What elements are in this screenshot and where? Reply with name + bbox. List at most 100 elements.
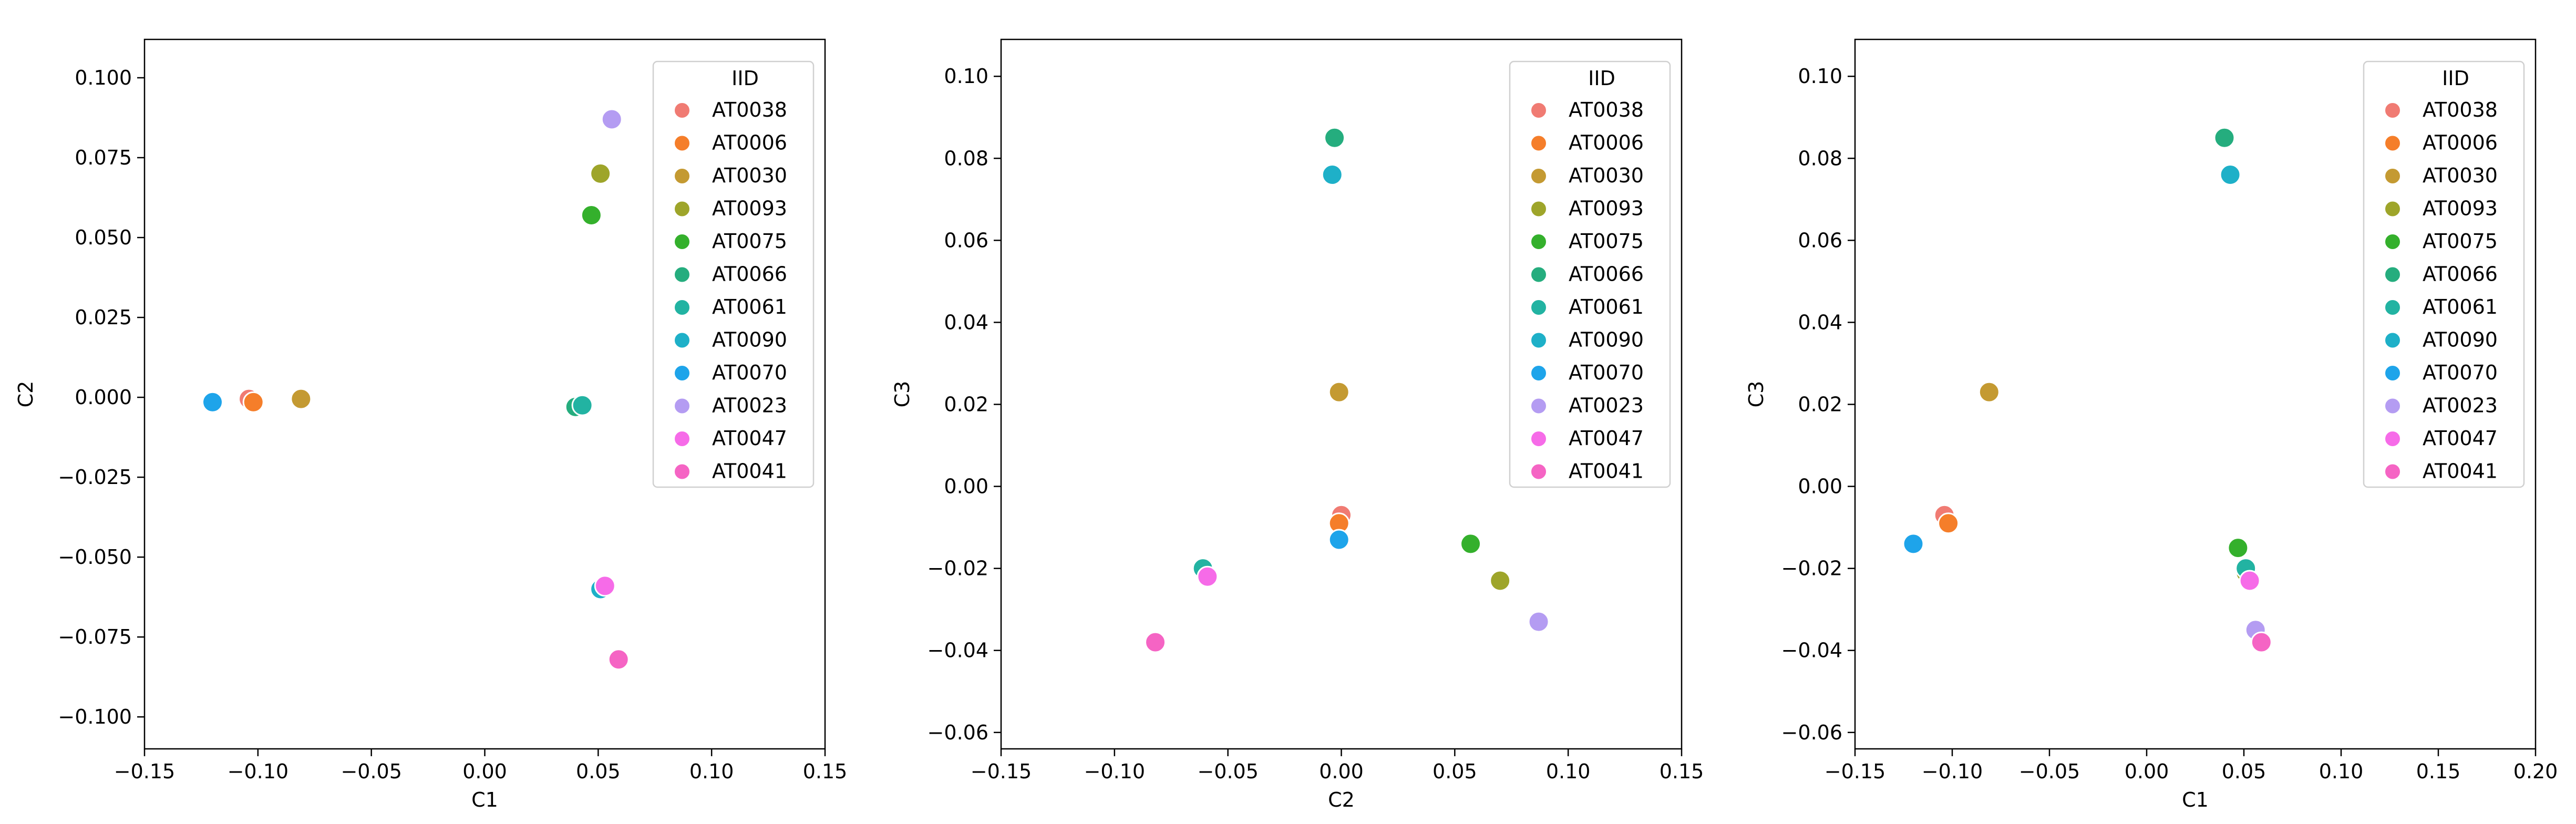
legend-label-at0093: AT0093 bbox=[712, 197, 787, 220]
y-tick-label: 0.02 bbox=[944, 393, 988, 416]
y-tick-label: 0.000 bbox=[75, 386, 132, 409]
legend-title: IID bbox=[731, 67, 759, 90]
legend-marker-at0006 bbox=[674, 135, 691, 152]
legend-label-at0093: AT0093 bbox=[1569, 197, 1644, 220]
y-tick-label: 0.00 bbox=[944, 475, 988, 498]
legend-label-at0061: AT0061 bbox=[712, 295, 787, 318]
y-tick-label: 0.10 bbox=[1798, 65, 1842, 88]
legend-marker-at0075 bbox=[2384, 233, 2401, 250]
legend-label-at0038: AT0038 bbox=[712, 98, 787, 121]
y-tick-label: −0.04 bbox=[928, 639, 988, 662]
y-tick-label: −0.02 bbox=[928, 557, 988, 580]
legend-label-at0023: AT0023 bbox=[1569, 394, 1644, 417]
legend-label-at0075: AT0075 bbox=[1569, 230, 1644, 253]
legend-marker-at0030 bbox=[2384, 168, 2401, 184]
legend-label-at0006: AT0006 bbox=[1569, 131, 1644, 154]
point-at0066 bbox=[1324, 127, 1346, 149]
legend-label-at0066: AT0066 bbox=[2423, 263, 2498, 286]
legend-marker-at0041 bbox=[674, 463, 691, 480]
legend-title: IID bbox=[2442, 67, 2469, 90]
legend-label-at0023: AT0023 bbox=[712, 394, 787, 417]
y-tick-label: 0.06 bbox=[944, 229, 988, 252]
subplot-3: −0.15 −0.10 −0.05 0.00 0.05 0.10 0.15 0.20 −0.06… bbox=[1745, 38, 2558, 811]
legend-label-at0006: AT0006 bbox=[2423, 131, 2498, 154]
point-at0023 bbox=[1528, 611, 1550, 633]
legend-box bbox=[2363, 60, 2525, 488]
legend-label-at0090: AT0090 bbox=[2423, 328, 2498, 352]
x-tick-label: 0.05 bbox=[576, 760, 621, 783]
y-tick-label: −0.100 bbox=[58, 705, 132, 728]
point-at0075 bbox=[2227, 537, 2249, 559]
x-tick-label: 0.05 bbox=[2222, 760, 2266, 783]
point-at0070 bbox=[1902, 533, 1924, 555]
y-tick-label: −0.04 bbox=[1781, 639, 1842, 662]
y-tick-label: 0.00 bbox=[1798, 475, 1842, 498]
legend-box bbox=[652, 60, 815, 488]
y-axis-label: C3 bbox=[891, 381, 914, 408]
legend: IID AT0038 AT0006 AT0030 AT0093 AT0075 AT0066 A… bbox=[652, 60, 815, 488]
point-at0041 bbox=[2250, 631, 2272, 653]
legend-marker-at0066 bbox=[674, 266, 691, 283]
point-at0090 bbox=[2219, 164, 2241, 186]
legend-label-at0041: AT0041 bbox=[712, 460, 787, 483]
legend-marker-at0093 bbox=[2384, 200, 2401, 218]
point-at0061 bbox=[571, 394, 593, 416]
legend-label-at0075: AT0075 bbox=[712, 230, 787, 253]
y-tick-label: 0.06 bbox=[1798, 229, 1842, 252]
legend-label-at0030: AT0030 bbox=[1569, 164, 1644, 187]
y-axis-label: C2 bbox=[14, 381, 37, 408]
point-at0030 bbox=[1328, 381, 1350, 403]
legend: IID AT0038 AT0006 AT0030 AT0093 AT0075 AT0066 A… bbox=[2363, 60, 2525, 488]
legend-marker-at0006 bbox=[1530, 135, 1547, 152]
point-at0006 bbox=[242, 391, 264, 413]
legend-marker-at0047 bbox=[674, 430, 691, 447]
point-at0090 bbox=[1321, 164, 1343, 186]
legend-label-at0066: AT0066 bbox=[712, 263, 787, 286]
x-tick-label: 0.10 bbox=[689, 760, 734, 783]
y-tick-label: 0.08 bbox=[1798, 147, 1842, 170]
x-tick-label: 0.00 bbox=[2125, 760, 2169, 783]
legend-label-at0090: AT0090 bbox=[1569, 328, 1644, 352]
x-tick-label: 0.05 bbox=[1433, 760, 1477, 783]
legend-marker-at0047 bbox=[2384, 430, 2401, 447]
legend-marker-at0075 bbox=[674, 233, 691, 250]
y-tick-label: 0.02 bbox=[1798, 393, 1842, 416]
legend-marker-at0066 bbox=[2384, 266, 2401, 283]
x-axis-label: C1 bbox=[471, 788, 498, 811]
legend-label-at0070: AT0070 bbox=[2423, 361, 2498, 384]
legend-marker-at0047 bbox=[1530, 430, 1547, 447]
x-tick-label: −0.10 bbox=[228, 760, 288, 783]
legend-marker-at0030 bbox=[674, 168, 691, 184]
subplot-1: −0.15 −0.10 −0.05 0.00 0.05 0.10 0.15 −0.100 −0.… bbox=[14, 38, 847, 811]
legend-marker-at0023 bbox=[1530, 397, 1547, 415]
legend-label-at0070: AT0070 bbox=[1569, 361, 1644, 384]
legend-marker-at0038 bbox=[674, 102, 691, 119]
legend-label-at0066: AT0066 bbox=[1569, 263, 1644, 286]
point-at0041 bbox=[1145, 631, 1167, 653]
point-at0070 bbox=[202, 391, 223, 413]
legend-label-at0075: AT0075 bbox=[2423, 230, 2498, 253]
legend-marker-at0041 bbox=[2384, 463, 2401, 480]
y-axis-label: C3 bbox=[1745, 381, 1768, 408]
x-tick-label: −0.05 bbox=[2019, 760, 2080, 783]
x-tick-label: −0.15 bbox=[114, 760, 175, 783]
x-tick-label: 0.20 bbox=[2513, 760, 2558, 783]
x-axis-label: C1 bbox=[2182, 788, 2209, 811]
point-at0075 bbox=[1460, 533, 1482, 555]
legend-marker-at0061 bbox=[2384, 299, 2401, 316]
x-axis-label: C2 bbox=[1328, 788, 1355, 811]
y-tick-label: 0.100 bbox=[75, 66, 132, 89]
y-tick-label: 0.04 bbox=[944, 311, 988, 334]
point-at0066 bbox=[2213, 127, 2235, 149]
point-at0047 bbox=[1197, 565, 1219, 588]
legend-label-at0061: AT0061 bbox=[1569, 295, 1644, 318]
point-at0075 bbox=[580, 204, 602, 226]
legend-label-at0093: AT0093 bbox=[2423, 197, 2498, 220]
x-tick-label: 0.10 bbox=[2319, 760, 2364, 783]
y-tick-label: 0.050 bbox=[75, 226, 132, 249]
point-at0030 bbox=[1978, 381, 2000, 403]
legend-label-at0030: AT0030 bbox=[2423, 164, 2498, 187]
legend-label-at0090: AT0090 bbox=[712, 328, 787, 352]
legend-label-at0038: AT0038 bbox=[1569, 98, 1644, 121]
x-tick-label: 0.10 bbox=[1546, 760, 1591, 783]
